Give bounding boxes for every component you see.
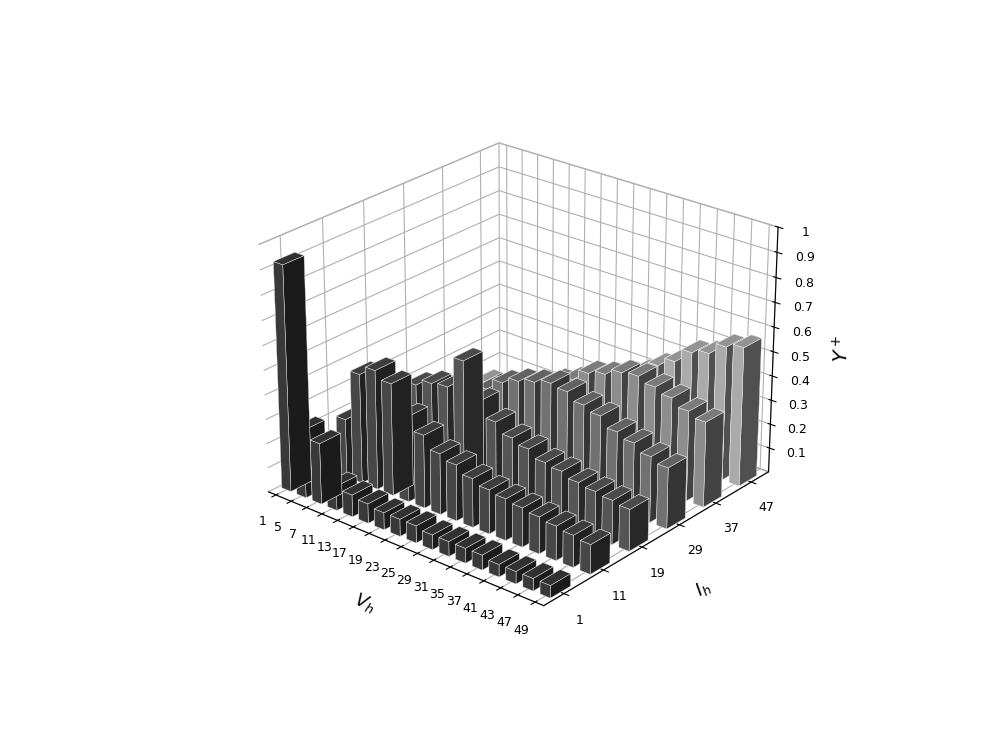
X-axis label: $V_h$: $V_h$ — [351, 590, 379, 616]
Y-axis label: $I_h$: $I_h$ — [692, 576, 714, 601]
